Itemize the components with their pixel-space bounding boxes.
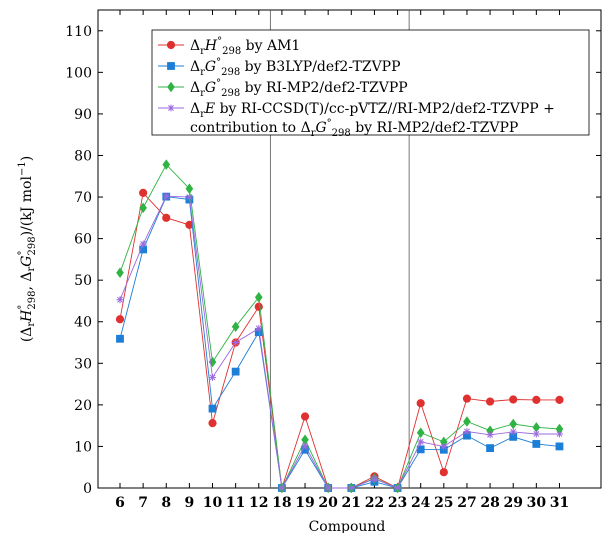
legend-label: ΔrH°298 by AM1 — [190, 36, 300, 57]
data-point-circle — [556, 396, 563, 403]
y-tick-label: 50 — [74, 273, 92, 289]
data-point-circle — [255, 303, 262, 310]
data-point-star — [463, 428, 470, 435]
legend-marker-circle — [167, 41, 174, 48]
x-tick-label: 12 — [249, 495, 268, 511]
series-1 — [116, 189, 563, 491]
x-tick-label: 20 — [318, 495, 338, 511]
data-point-star — [394, 485, 401, 492]
data-point-square — [117, 335, 124, 342]
data-point-square — [209, 405, 216, 412]
data-point-diamond — [510, 420, 516, 429]
data-point-star — [186, 194, 193, 201]
data-point-star — [232, 339, 239, 346]
data-point-diamond — [533, 423, 539, 432]
y-tick-label: 110 — [65, 24, 92, 40]
x-tick-label: 7 — [138, 495, 148, 511]
y-tick-label: 20 — [74, 398, 92, 414]
data-point-square — [533, 441, 540, 448]
x-tick-label: 18 — [272, 495, 291, 511]
data-point-star — [371, 475, 378, 482]
series-group — [116, 160, 563, 492]
data-point-square — [232, 368, 239, 375]
data-point-circle — [116, 316, 123, 323]
legend-label: contribution to ΔrG°298 by RI-MP2/def2-T… — [190, 118, 518, 139]
series-line — [120, 193, 560, 488]
series-line — [120, 165, 560, 488]
data-point-star — [117, 296, 124, 303]
x-tick-label: 25 — [434, 495, 453, 511]
data-point-star — [440, 443, 447, 450]
x-tick-label: 6 — [115, 495, 125, 511]
x-tick-label: 11 — [226, 495, 245, 511]
x-tick-label: 27 — [457, 495, 476, 511]
data-point-circle — [140, 189, 147, 196]
data-point-star — [533, 430, 540, 437]
y-tick-label: 40 — [74, 315, 92, 331]
y-tick-label: 80 — [74, 148, 92, 164]
x-tick-label: 8 — [161, 495, 171, 511]
data-point-star — [209, 374, 216, 381]
x-tick-label: 9 — [185, 495, 195, 511]
x-tick-label: 10 — [203, 495, 223, 511]
data-point-star — [255, 325, 262, 332]
y-tick-label: 0 — [83, 481, 92, 497]
data-point-star — [278, 485, 285, 492]
data-point-diamond — [186, 184, 192, 193]
x-tick-label: 19 — [295, 495, 314, 511]
y-tick-label: 90 — [74, 107, 92, 123]
data-point-diamond — [417, 428, 423, 437]
data-point-star — [417, 438, 424, 445]
data-point-circle — [486, 398, 493, 405]
x-tick-label: 24 — [411, 495, 431, 511]
data-point-circle — [510, 396, 517, 403]
y-tick-label: 60 — [74, 232, 92, 248]
legend-marker-star — [168, 105, 175, 112]
y-tick-label: 100 — [65, 65, 92, 81]
data-point-star — [325, 485, 332, 492]
data-point-circle — [301, 413, 308, 420]
data-point-circle — [533, 396, 540, 403]
data-point-star — [556, 430, 563, 437]
data-point-square — [487, 445, 494, 452]
x-tick-label: 31 — [550, 495, 569, 511]
x-tick-label: 30 — [527, 495, 547, 511]
data-point-star — [163, 193, 170, 200]
data-point-circle — [163, 214, 170, 221]
data-point-star — [510, 428, 517, 435]
x-tick-label: 21 — [342, 495, 361, 511]
x-tick-label: 22 — [365, 495, 384, 511]
data-point-circle — [417, 400, 424, 407]
y-tick-label: 30 — [74, 356, 92, 372]
data-point-star — [140, 241, 147, 248]
legend-marker-square — [168, 63, 175, 70]
data-point-star — [302, 442, 309, 449]
data-point-diamond — [163, 160, 169, 169]
x-tick-label: 28 — [480, 495, 499, 511]
series-4 — [117, 193, 563, 492]
y-axis-label: (ΔrH°298, ΔrG°298)/(kJ mol−1) — [17, 156, 38, 342]
data-point-star — [348, 485, 355, 492]
y-tick-label: 70 — [74, 190, 92, 206]
series-3 — [117, 160, 563, 492]
x-tick-label: 29 — [503, 495, 522, 511]
y-tick-label: 10 — [74, 439, 92, 455]
data-point-circle — [440, 469, 447, 476]
data-point-circle — [209, 420, 216, 427]
data-point-star — [487, 431, 494, 438]
data-point-diamond — [117, 268, 123, 277]
x-axis-label: Compound — [309, 519, 386, 533]
data-point-square — [556, 443, 563, 450]
data-point-diamond — [464, 417, 470, 426]
x-tick-label: 23 — [388, 495, 407, 511]
data-point-circle — [463, 395, 470, 402]
series-2 — [117, 193, 563, 491]
